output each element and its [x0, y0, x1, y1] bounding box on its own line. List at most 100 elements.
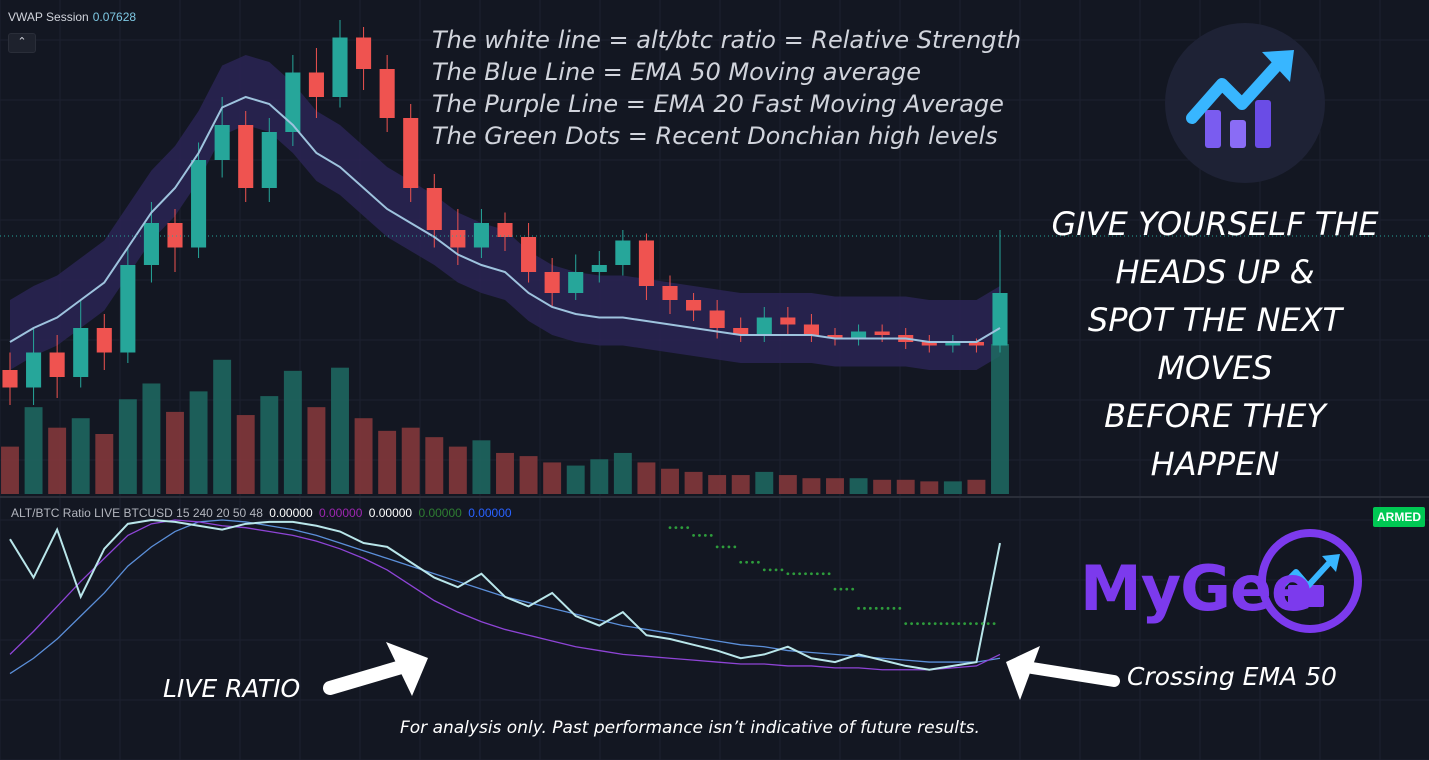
donchian-dot: [868, 606, 872, 610]
volume-bar: [920, 481, 939, 494]
volume-bar: [448, 446, 467, 494]
legend-line-ema20: The Purple Line = EMA 20 Fast Moving Ave…: [432, 90, 1004, 118]
candle-body: [851, 331, 867, 339]
volume-bar: [142, 383, 161, 494]
donchian-dot: [745, 560, 749, 564]
candle-body: [143, 223, 159, 265]
indicator-pane: [9, 518, 1001, 675]
promo-line: HEADS UP &: [1115, 253, 1315, 291]
candle-body: [2, 370, 18, 388]
promo-line: GIVE YOURSELF THE: [1051, 205, 1379, 243]
candle-body: [780, 317, 796, 325]
volume-bar: [661, 468, 679, 494]
donchian-dot: [969, 622, 972, 626]
donchian-dot: [739, 560, 743, 564]
candle-body: [568, 272, 584, 293]
crossing-arrow: [1006, 646, 1120, 700]
volume-bar: [943, 481, 962, 494]
volume-bar: [708, 475, 727, 494]
vwap-legend: VWAP Session 0.07628: [8, 10, 136, 24]
candlesticks: [2, 20, 1008, 405]
volume-bar: [331, 367, 349, 494]
donchian-dot: [945, 622, 949, 626]
donchian-dot: [916, 622, 919, 626]
candle-body: [49, 352, 65, 377]
candle-body: [96, 328, 112, 353]
candle-body: [874, 331, 890, 335]
volume-bar: [826, 478, 844, 494]
candle-body: [992, 293, 1008, 346]
donchian-dot: [827, 572, 831, 576]
indicator-header[interactable]: ALT/BTC Ratio LIVE BTCUSD 15 240 20 50 4…: [8, 506, 512, 520]
indicator-value: 0.00000: [368, 506, 413, 520]
donchian-dot: [939, 622, 943, 626]
candle-body: [921, 342, 937, 346]
donchian-dot: [698, 533, 701, 537]
indicator-value: 0.00000: [468, 506, 512, 520]
candle-body: [167, 223, 183, 248]
donchian-dot: [874, 606, 878, 610]
vwap-value: 0.07628: [92, 10, 137, 24]
donchian-dot: [921, 622, 925, 626]
donchian-dots: [668, 526, 996, 626]
vwap-label: VWAP Session: [8, 10, 89, 24]
donchian-dot: [733, 545, 737, 549]
candle-body: [615, 240, 631, 265]
ema20-line: [9, 519, 1001, 671]
collapse-legend-button[interactable]: ⌃: [8, 33, 36, 53]
legend-line-ema50: The Blue Line = EMA 50 Moving average: [432, 58, 922, 86]
candle-body: [591, 265, 607, 272]
volume-bar: [684, 471, 703, 494]
donchian-dot: [810, 572, 813, 576]
app-logo: [1165, 23, 1325, 183]
donchian-dot: [692, 533, 695, 537]
candle-body: [733, 328, 749, 335]
candle-body: [238, 125, 254, 188]
promo-line: MOVES: [1157, 349, 1273, 387]
donchian-dot: [951, 622, 955, 626]
candle-body: [214, 125, 230, 160]
volume-bar: [967, 479, 986, 494]
volume-bar: [896, 479, 915, 494]
crossing-label: Crossing EMA 50: [1127, 662, 1337, 691]
indicator-value: 0.00000: [269, 506, 313, 520]
donchian-dot: [804, 572, 807, 576]
volume-bar: [849, 478, 868, 494]
live-ratio-arrow: [323, 642, 428, 696]
candle-body: [497, 223, 513, 237]
donchian-dot: [963, 622, 967, 626]
volume-bar: [401, 427, 420, 494]
donchian-dot: [833, 587, 837, 591]
legend-line-ratio: The white line = alt/btc ratio = Relativ…: [432, 26, 1022, 54]
volume-bar: [991, 344, 1009, 494]
volume-bar: [189, 391, 208, 494]
candle-body: [662, 286, 678, 300]
donchian-dot: [792, 572, 796, 576]
volume-bar: [873, 479, 892, 494]
donchian-dot: [686, 526, 690, 530]
donchian-dot: [892, 606, 896, 610]
donchian-dot: [957, 622, 961, 626]
donchian-dot: [992, 622, 996, 626]
volume-bar: [519, 456, 538, 494]
donchian-dot: [774, 568, 778, 572]
volume-bar: [425, 437, 444, 494]
volume-bar: [260, 396, 279, 494]
donchian-dot: [880, 606, 884, 610]
volume-bar: [496, 452, 514, 494]
volume-bar: [48, 427, 67, 494]
volume-bar: [213, 359, 232, 494]
legend-line-donchian: The Green Dots = Recent Donchian high le…: [432, 122, 998, 150]
donchian-dot: [674, 526, 678, 530]
volume-bar: [71, 418, 90, 494]
donchian-dot: [898, 606, 902, 610]
donchian-dot: [727, 545, 731, 549]
donchian-dot: [845, 587, 849, 591]
donchian-dot: [751, 560, 754, 564]
volume-bar: [354, 418, 373, 494]
promo-line: BEFORE THEY: [1104, 397, 1326, 435]
donchian-dot: [927, 622, 931, 626]
donchian-dot: [904, 622, 908, 626]
